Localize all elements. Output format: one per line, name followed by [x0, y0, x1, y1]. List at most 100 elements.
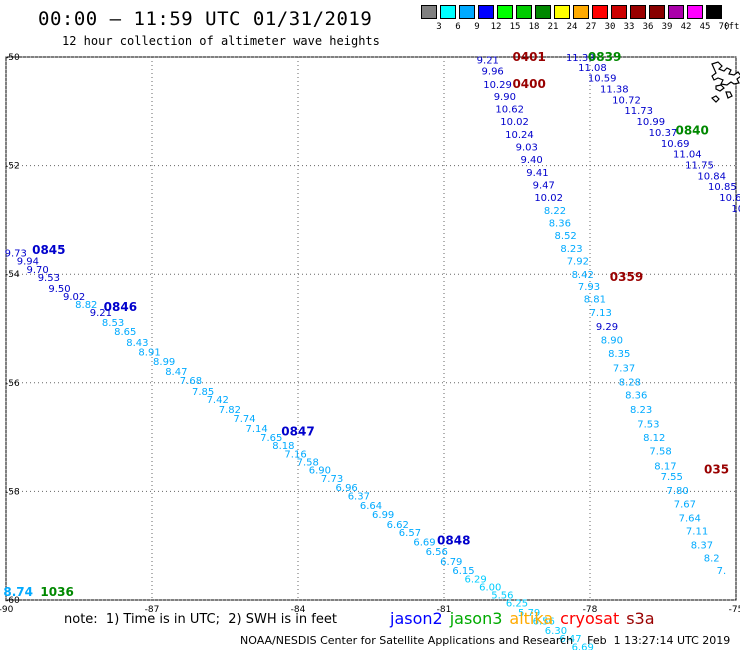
wave-height-label: 9.94 — [17, 257, 39, 268]
wave-height-label: 8.91 — [138, 347, 160, 358]
wave-height-label: 5.79 — [518, 608, 540, 619]
wave-height-label: 7.64 — [679, 513, 701, 524]
wave-height-label: 9.41 — [526, 168, 548, 179]
wave-height-label: 8.35 — [608, 349, 630, 360]
legend-swatch — [497, 5, 513, 19]
page-title: 00:00 – 11:59 UTC 01/31/2019 — [38, 8, 373, 30]
legend-tick-label: 12 — [490, 22, 502, 32]
wave-height-label: 6.99 — [372, 510, 394, 521]
pass-time-label: 0847 — [281, 425, 314, 439]
legend-swatch — [535, 5, 551, 19]
legend-tick-label: 24 — [566, 22, 578, 32]
wave-height-label: 9.70 — [27, 265, 49, 276]
wave-height-label: 10.59 — [588, 74, 617, 85]
wave-height-label: 7.53 — [637, 420, 659, 431]
wave-height-label: 8.53 — [102, 318, 124, 329]
pass-time-label: 0401 — [512, 50, 545, 64]
legend-swatch — [592, 5, 608, 19]
legend-tick-label: 30 — [604, 22, 616, 32]
wave-height-label: 7.16 — [284, 449, 306, 460]
wave-height-label: 6.69 — [572, 643, 594, 650]
x-tick-label: -84 — [291, 605, 306, 615]
wave-height-label: 6.57 — [399, 528, 421, 539]
legend-tick-label: 39 — [661, 22, 673, 32]
legend-tick-label: 33 — [623, 22, 635, 32]
pass-time-label: 0840 — [675, 123, 708, 137]
legend-swatch — [421, 5, 437, 19]
legend-tick-label: 42 — [680, 22, 692, 32]
wave-height-label: 9.21 — [90, 308, 112, 319]
wave-height-label: 8.37 — [691, 541, 713, 552]
wave-height-label: 9.90 — [494, 92, 516, 103]
wave-height-label: 9.03 — [516, 143, 538, 154]
track-labels: 9.739.949.709.539.509.028.829.218.538.65… — [3, 50, 740, 650]
pass-time-label: 0839 — [588, 50, 621, 64]
wave-height-label: 7.11 — [686, 526, 708, 537]
wave-height-label: 10.72 — [612, 95, 641, 106]
wave-height-label: 8.81 — [584, 295, 606, 306]
coastline-fragment — [710, 61, 740, 103]
map-grid — [5, 56, 737, 601]
legend-tick-label: 9 — [474, 22, 480, 32]
wave-height-label: 11.38 — [600, 84, 629, 95]
legend-tick-label: 70 — [718, 22, 730, 32]
wave-height-label: 8.23 — [560, 244, 582, 255]
wave-height-label: 7.14 — [246, 424, 268, 435]
legend-swatch — [668, 5, 684, 19]
pass-time-label: 0400 — [512, 77, 545, 91]
wave-height-label: 7.58 — [649, 447, 671, 458]
wave-height-label: 6.79 — [440, 557, 462, 568]
legend-swatch — [440, 5, 456, 19]
wave-height-label: 6.29 — [465, 574, 487, 585]
legend-tick-label: 45 — [699, 22, 711, 32]
wave-height-label: 8.99 — [153, 357, 175, 368]
wave-height-label: 7.74 — [233, 414, 255, 425]
y-tick-label: -56 — [5, 379, 20, 389]
pass-time-label: 1036 — [40, 585, 73, 599]
legend-tick-label: 6 — [455, 22, 461, 32]
wave-height-label: 6.62 — [387, 520, 409, 531]
wave-height-label: 9.29 — [596, 322, 618, 333]
wave-height-label: 7. — [717, 566, 727, 577]
y-tick-label: -58 — [5, 487, 20, 497]
wave-height-label: 7.55 — [661, 472, 683, 483]
wave-height-label: 10.37 — [649, 128, 678, 139]
wave-height-label: 7.37 — [613, 364, 635, 375]
wave-height-label: 9.21 — [477, 56, 499, 67]
wave-height-label: 7.85 — [192, 387, 214, 398]
wave-height-label: 6.69 — [413, 537, 435, 548]
pass-time-label: 035 — [704, 463, 729, 477]
wave-height-label: 10.29 — [483, 80, 512, 91]
pass-time-label: 0848 — [437, 533, 470, 547]
wave-height-label: 6.30 — [545, 626, 567, 637]
legend-swatch — [630, 5, 646, 19]
satellite-label-altika: altika — [509, 609, 554, 628]
wave-height-label: 5.56 — [491, 591, 513, 602]
legend-swatch — [459, 5, 475, 19]
wave-height-label: 7.13 — [590, 308, 612, 319]
wave-height-label: 7.42 — [207, 395, 229, 406]
legend-tick-label: 36 — [642, 22, 654, 32]
wave-height-label: 8.17 — [654, 461, 676, 472]
wave-height-label: 10.65 — [731, 204, 740, 215]
legend-tick-label: 27 — [585, 22, 597, 32]
satellite-legend: jason2 jason3 altika cryosat s3a — [390, 609, 662, 628]
wave-height-label: 8.22 — [544, 206, 566, 217]
wave-height-label: 10.69 — [661, 139, 690, 150]
legend-swatch — [478, 5, 494, 19]
satellite-label-jason3: jason3 — [449, 609, 503, 628]
satellite-label-cryosat: cryosat — [560, 609, 620, 628]
wave-height-label: 10.99 — [637, 117, 666, 128]
legend-unit: (ft) — [723, 22, 740, 32]
wave-height-label: 11.73 — [624, 106, 653, 117]
wave-height-label: 8.36 — [549, 219, 571, 230]
wave-height-label: 9.47 — [533, 181, 555, 192]
x-tick-label: -87 — [145, 605, 160, 615]
wave-height-label: 9.73 — [5, 248, 27, 259]
wave-height-label: 8.36 — [625, 391, 647, 402]
wave-height-label: 10.85 — [708, 182, 737, 193]
wave-height-label: 7.68 — [180, 376, 202, 387]
wave-height-label: 10.62 — [495, 105, 524, 116]
wave-height-label: 6.15 — [452, 566, 474, 577]
wave-height-label: 10.02 — [500, 117, 529, 128]
